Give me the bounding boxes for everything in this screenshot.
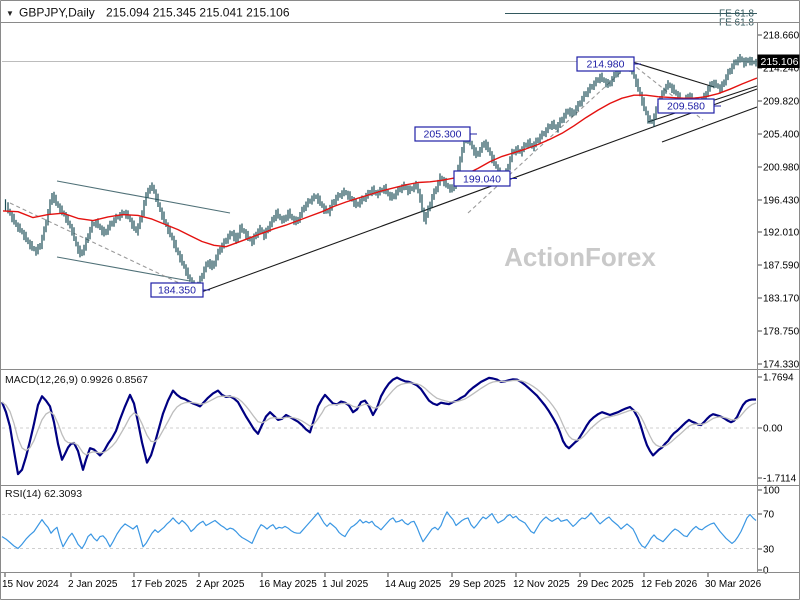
price-scale[interactable]: [758, 23, 800, 572]
price-axis-label: 187.590: [763, 261, 800, 272]
current-price-badge: 215.106: [757, 54, 800, 68]
rsi-axis-label: 100: [763, 486, 780, 497]
trendline-left-channel-lower[interactable]: [56, 256, 191, 282]
price-tags-layer: 184.350 205.300 199.040 214.980 209.580: [150, 56, 721, 298]
axes-layer: 218.660 214.240 209.820 205.400 200.980 196.4…: [2, 31, 800, 591]
date-axis-label: 17 Feb 2025: [131, 579, 188, 590]
price-axis-label: 200.980: [763, 163, 800, 174]
price-tag-text: 214.980: [587, 59, 625, 71]
price-tag-209.580[interactable]: 209.580: [657, 98, 721, 114]
date-axis-label: 2 Apr 2025: [196, 579, 245, 590]
date-axis-label: 29 Dec 2025: [577, 579, 634, 590]
date-axis-label: 16 May 2025: [259, 579, 317, 590]
date-axis-label: 29 Sep 2025: [449, 579, 506, 590]
price-axis-label: 214.240: [763, 64, 800, 75]
trendline-left-channel-upper[interactable]: [56, 180, 231, 214]
price-axis-label: 205.400: [763, 130, 800, 141]
time-scale[interactable]: [0, 573, 757, 600]
price-tag-184.350[interactable]: 184.350: [150, 282, 210, 298]
price-tag-text: 209.580: [667, 101, 705, 113]
date-axis-label: 2 Jan 2025: [68, 579, 118, 590]
rsi-line: [1, 511, 757, 550]
macd-axis-label: 1.7694: [763, 373, 794, 384]
rsi-axis-label: 70: [763, 510, 775, 521]
date-axis-label: 14 Aug 2025: [385, 579, 442, 590]
macd-signal-line: [1, 379, 757, 456]
price-tag-205.300[interactable]: 205.300: [414, 126, 477, 142]
price-tag-214.980[interactable]: 214.980: [576, 56, 641, 72]
date-axis-label: 1 Jul 2025: [322, 579, 369, 590]
date-axis-label: 12 Nov 2025: [513, 579, 570, 590]
price-tag-text: 205.300: [424, 129, 462, 141]
trendline-right-dashed-descent[interactable]: [630, 62, 704, 121]
price-axis-label: 183.170: [763, 294, 800, 305]
price-axis-label: 196.430: [763, 196, 800, 207]
trendline-right-ascending-line-2[interactable]: [661, 106, 758, 143]
chart-title-symbol: GBPJPY,Daily: [19, 6, 95, 20]
rsi-indicator-label: RSI(14) 62.3093: [5, 488, 82, 500]
symbol-dropdown-icon[interactable]: ▼: [6, 9, 14, 18]
trendline-mid-dashed-ascent[interactable]: [467, 61, 633, 214]
macd-indicator-label: MACD(12,26,9) 0.9926 0.8567: [5, 374, 148, 386]
price-tag-199.040[interactable]: 199.040: [453, 170, 517, 187]
fe-61-8-label-1[interactable]: FE 61.8: [719, 9, 754, 20]
actionforex-watermark: ActionForex: [504, 242, 656, 272]
trendline-main-ascending-trendline[interactable]: [195, 88, 758, 295]
date-axis-label: 30 Mar 2026: [705, 579, 762, 590]
current-price-badge-text: 215.106: [761, 56, 799, 68]
chart-title-ohlc: 215.094 215.345 215.041 215.106: [106, 6, 290, 20]
macd-main-line: [0, 376, 756, 476]
price-tag-text: 199.040: [463, 174, 501, 186]
price-axis-label: 174.330: [763, 360, 800, 371]
price-axis-label: 178.750: [763, 327, 800, 338]
price-axis-label: 218.660: [763, 31, 800, 42]
macd-axis-label: -1.7114: [763, 474, 797, 485]
price-axis-label: 209.820: [763, 97, 800, 108]
price-axis-label: 192.010: [763, 228, 800, 239]
price-tag-text: 184.350: [158, 285, 196, 297]
date-axis-label: 12 Feb 2026: [641, 579, 698, 590]
trendline-left-dashed-guide[interactable]: [9, 202, 197, 292]
indicator-lines-layer: [0, 376, 757, 550]
rsi-axis-label: 30: [763, 545, 775, 556]
macd-axis-label: 0.00: [763, 424, 783, 435]
date-axis-label: 15 Nov 2024: [2, 579, 59, 590]
rsi-axis-label: 0: [763, 566, 769, 577]
red-moving-average-line[interactable]: [2, 77, 758, 248]
